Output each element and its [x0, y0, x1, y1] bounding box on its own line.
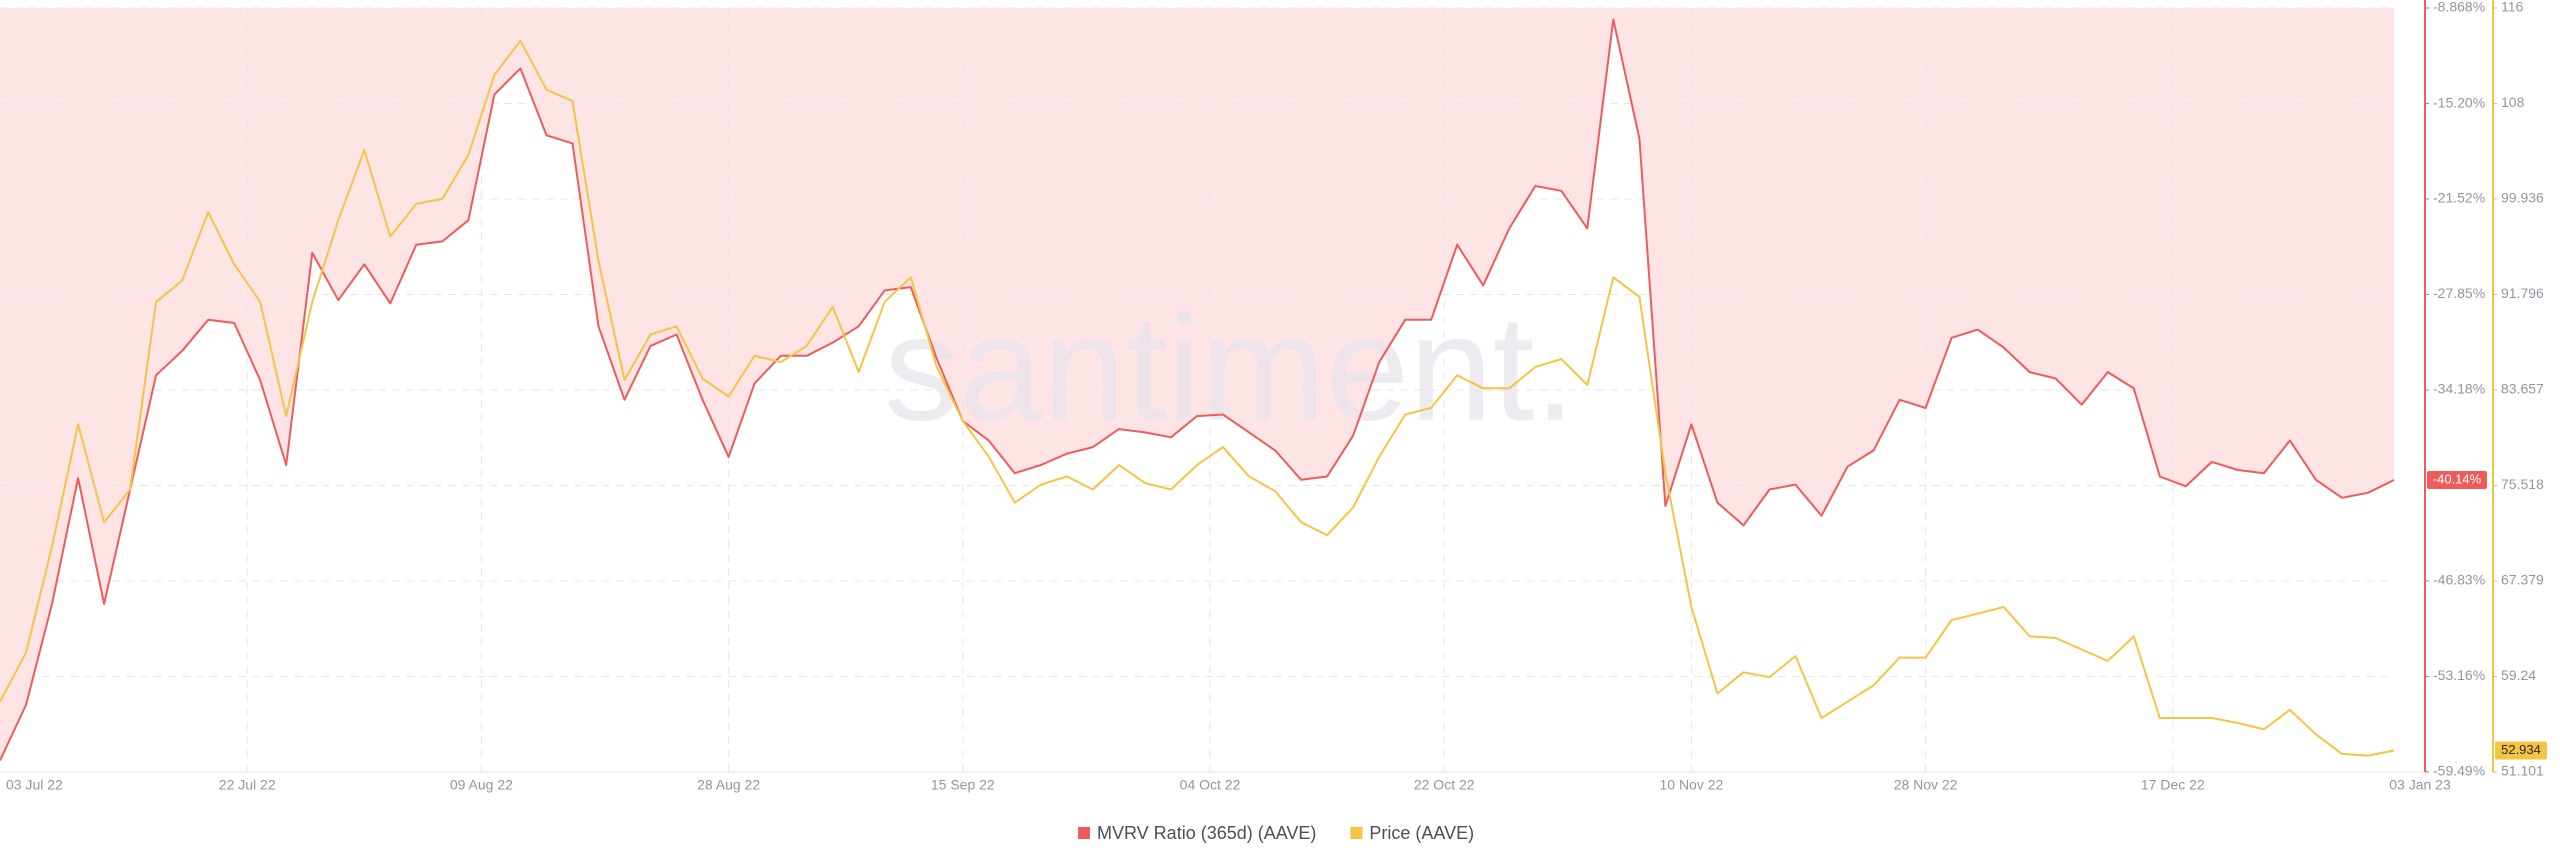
current-value-badge — [2495, 741, 2547, 760]
y-tick-label: -21.52% — [2433, 190, 2485, 206]
area-fill — [0, 8, 2394, 761]
background-layer — [0, 8, 2394, 761]
y-tick-label: -53.16% — [2433, 667, 2485, 683]
y2-tick-label: 83.657 — [2501, 381, 2544, 397]
y-tick-label: -27.85% — [2433, 285, 2485, 301]
x-tick-label: 03 Jul 22 — [6, 777, 63, 793]
x-tick-label: 22 Oct 22 — [1414, 777, 1475, 793]
y2-tick-label: 116 — [2501, 0, 2524, 15]
y2-tick-label: 67.379 — [2501, 572, 2544, 588]
foreground-layer: -8.868% -15.20% -21.52% -27.85% -34.18% -46.8… — [0, 0, 2547, 843]
watermark: santiment. — [884, 284, 1576, 452]
y2-tick-label: 108 — [2501, 94, 2525, 110]
current-value-badge — [2427, 470, 2487, 489]
x-tick-label: 04 Oct 22 — [1180, 777, 1241, 793]
current-value-label: -40.14% — [2433, 471, 2482, 486]
x-tick-label: 09 Aug 22 — [450, 777, 513, 793]
x-tick-label: 17 Dec 22 — [2141, 777, 2205, 793]
legend-swatch — [1350, 827, 1363, 839]
y-tick-label: -8.868% — [2433, 0, 2485, 15]
x-tick-label: 22 Jul 22 — [219, 777, 276, 793]
y2-tick-label: 91.796 — [2501, 285, 2544, 301]
y-tick-label: -59.49% — [2433, 763, 2485, 779]
y2-tick-label: 75.518 — [2501, 476, 2544, 492]
y2-tick-label: 51.101 — [2501, 763, 2544, 779]
x-tick-label: 03 Jan 23 — [2389, 777, 2451, 793]
y-tick-label: -15.20% — [2433, 94, 2485, 110]
series-line — [0, 18, 2395, 761]
y-tick-label: -34.18% — [2433, 381, 2485, 397]
legend-label: Price (AAVE) — [1369, 823, 1474, 843]
x-tick-label: 28 Aug 22 — [697, 777, 760, 793]
series-line — [0, 39, 2395, 757]
current-value-label: 52.934 — [2501, 742, 2541, 757]
x-tick-label: 15 Sep 22 — [931, 777, 995, 793]
x-tick-label: 28 Nov 22 — [1894, 777, 1958, 793]
legend-swatch — [1078, 827, 1090, 839]
legend-label: MVRV Ratio (365d) (AAVE) — [1097, 823, 1316, 843]
y-tick-label: -46.83% — [2433, 572, 2485, 588]
y2-tick-label: 99.936 — [2501, 190, 2544, 206]
y2-tick-label: 59.24 — [2501, 667, 2536, 683]
x-tick-label: 10 Nov 22 — [1659, 777, 1723, 793]
